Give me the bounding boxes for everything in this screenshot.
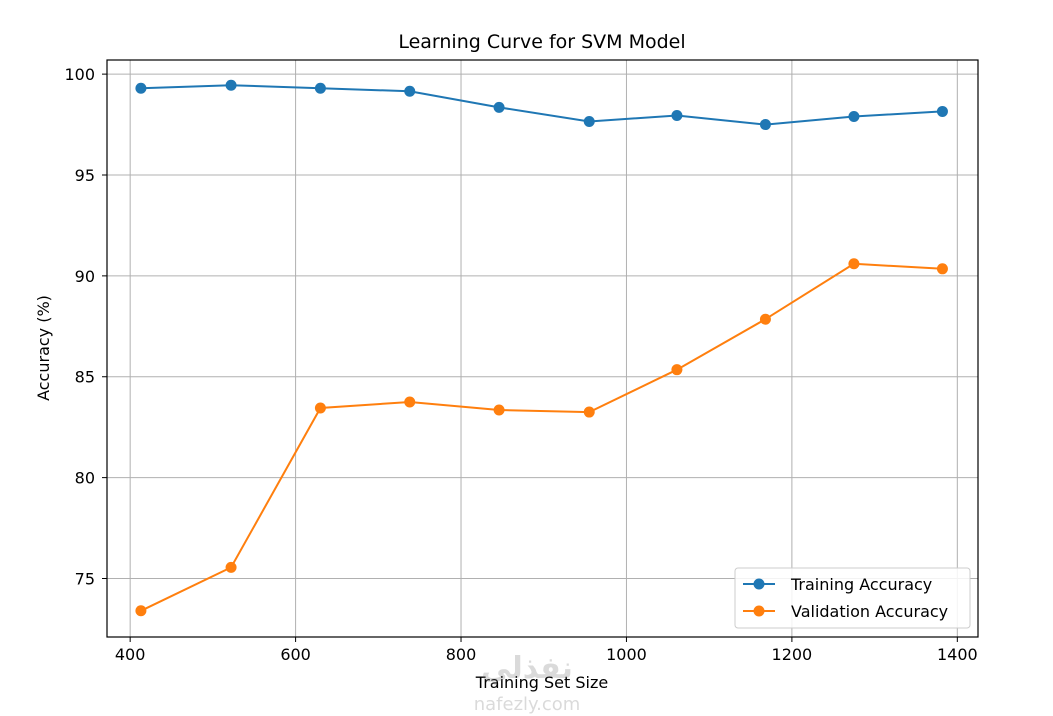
data-point [936,105,948,117]
data-point [936,263,948,275]
y-tick-label: 85 [75,368,95,387]
data-point [404,396,416,408]
data-point [759,313,771,325]
y-tick-label: 100 [64,65,95,84]
data-point [314,402,326,414]
y-tick-label: 95 [75,166,95,185]
data-point [848,258,860,270]
legend: Training Accuracy Validation Accuracy [734,567,971,629]
x-tick-label: 1400 [937,645,978,664]
data-point [135,605,147,617]
chart-title: Learning Curve for SVM Model [398,31,685,53]
legend-entry-label: Training Accuracy [790,575,932,594]
grid-lines [107,60,978,637]
x-tick-label: 600 [280,645,311,664]
legend-box [734,567,971,629]
watermark-logo-text: نفذلي [481,651,573,686]
data-point [135,82,147,94]
y-tick-label: 75 [75,569,95,588]
series-line-1 [140,262,943,612]
y-tick-label: 90 [75,267,95,286]
x-tick-label: 1000 [606,645,647,664]
data-point [671,364,683,376]
data-point [493,101,505,113]
x-tick-label: 800 [446,645,477,664]
series-layer [135,79,948,617]
plot-area-frame [106,59,979,638]
y-tick-label: 80 [75,469,95,488]
watermark-logo: نفذلي nafezly.com [474,651,581,715]
legend-marker [753,605,765,617]
data-point [225,79,237,91]
y-axis-label: Accuracy (%) [34,295,53,401]
data-point [759,119,771,131]
x-tick-label: 400 [115,645,146,664]
data-point [493,404,505,416]
axis-ticks: 400 600 800 1000 1200 1400 75 80 85 90 95 100 [64,65,977,664]
x-axis-label: Training Set Size [475,673,608,692]
watermark-site-text: nafezly.com [474,694,581,715]
data-point [583,116,595,128]
data-point [848,110,860,122]
data-point [671,109,683,121]
legend-marker [753,578,765,590]
data-point [314,82,326,94]
series-line-0 [140,84,943,126]
data-point [225,561,237,573]
data-point [583,406,595,418]
data-point [404,85,416,97]
x-tick-label: 1200 [772,645,813,664]
legend-entry-label: Validation Accuracy [791,602,948,621]
